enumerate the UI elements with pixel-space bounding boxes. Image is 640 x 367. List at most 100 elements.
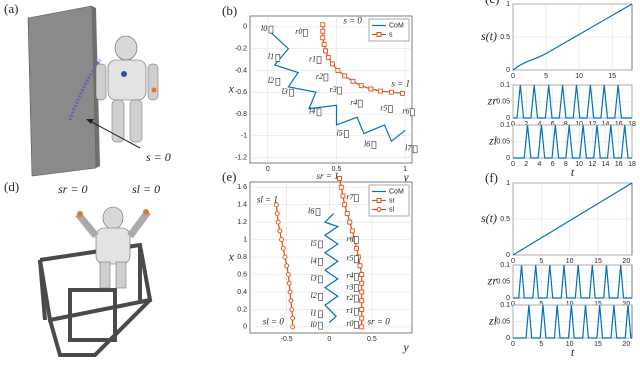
marker xyxy=(282,254,288,260)
x-tick-label: 10 xyxy=(575,161,583,168)
footprint xyxy=(344,130,349,138)
annotation: sr = 0 xyxy=(58,182,87,196)
marker xyxy=(377,88,383,94)
annotation: l6 xyxy=(364,139,370,148)
marker xyxy=(358,83,364,89)
marker xyxy=(368,86,374,92)
marker xyxy=(285,272,291,277)
marker xyxy=(275,219,281,225)
x-tick-label: 10 xyxy=(575,121,583,128)
y-tick-label: -1 xyxy=(241,133,247,140)
x-tick-label: 0.5 xyxy=(332,166,342,173)
x-tick-label: 8 xyxy=(564,121,568,128)
marker xyxy=(399,90,405,96)
footprint xyxy=(388,105,393,113)
legend-marker xyxy=(376,32,382,37)
x-axis-label: y xyxy=(402,340,409,354)
annotation: r4 xyxy=(350,98,357,107)
footprint xyxy=(323,73,329,82)
x-tick-label: 5 xyxy=(544,73,548,80)
marker xyxy=(359,272,365,277)
y-axis-label: s(t) xyxy=(481,211,497,225)
x-tick-label: 1 xyxy=(403,166,407,173)
y-tick-label: -0.4 xyxy=(235,67,247,74)
footprint xyxy=(354,272,359,281)
marker xyxy=(321,41,327,47)
annotation: sr = 1 xyxy=(317,171,339,181)
x-tick-label: 0 xyxy=(511,341,515,348)
x-tick-label: 0 xyxy=(511,73,515,80)
footprint xyxy=(318,240,323,249)
x-tick-label: 10 xyxy=(566,301,574,308)
annotation: r6 xyxy=(402,107,409,116)
marker xyxy=(323,48,328,54)
marker xyxy=(325,54,331,60)
series-line xyxy=(513,264,632,299)
annotation: s = 0 xyxy=(146,150,171,164)
footprint xyxy=(316,108,322,117)
marker xyxy=(288,298,294,304)
annotation: sr = 0 xyxy=(368,317,391,327)
footprint xyxy=(354,284,359,292)
annotation: l1 xyxy=(311,309,317,318)
legend-marker xyxy=(376,198,382,203)
panel-label: (f) xyxy=(485,170,498,185)
annotation: l0 xyxy=(261,24,267,33)
legend-marker xyxy=(376,207,382,212)
x-tick-label: 4 xyxy=(537,121,541,128)
y-axis-label: zr xyxy=(487,93,498,107)
y-tick-label: 0.5 xyxy=(500,34,510,41)
legend-label: CoM xyxy=(389,22,404,29)
robot-image xyxy=(75,206,151,289)
x-tick-label: 18 xyxy=(628,121,636,128)
marker xyxy=(329,61,335,67)
annotation: r2 xyxy=(346,293,353,302)
legend-label: s xyxy=(389,31,393,38)
series-line xyxy=(513,84,632,119)
footprint xyxy=(303,29,308,37)
x-tick-label: 4 xyxy=(537,161,541,168)
legend-label: sl xyxy=(389,206,395,213)
y-tick-label: -1.2 xyxy=(235,154,247,161)
marker xyxy=(290,324,296,330)
y-tick-label: 0.05 xyxy=(496,98,510,105)
marker xyxy=(273,202,279,208)
y-tick-label: 0.05 xyxy=(496,138,510,145)
marker xyxy=(359,280,365,286)
marker xyxy=(280,245,286,251)
marker xyxy=(354,245,360,251)
y-tick-label: 1.6 xyxy=(237,184,247,191)
footprint xyxy=(316,56,322,64)
robot-frame-image xyxy=(38,242,153,357)
marker xyxy=(279,237,284,243)
footprint xyxy=(354,236,359,244)
annotation: l3 xyxy=(282,87,288,96)
x-tick-label: 16 xyxy=(615,161,623,168)
footprint xyxy=(412,145,418,154)
y-tick-label: 0 xyxy=(506,155,510,162)
x-axis-label: t xyxy=(571,345,575,359)
annotation: r1 xyxy=(309,54,316,63)
footprint xyxy=(318,321,323,330)
marker xyxy=(290,315,296,321)
x-tick-label: 15 xyxy=(594,341,602,348)
legend-label: CoM xyxy=(389,188,404,195)
footprint xyxy=(315,208,321,216)
marker xyxy=(342,73,348,79)
y-tick-label: 1 xyxy=(506,1,510,8)
x-tick-label: 10 xyxy=(566,258,574,265)
marker xyxy=(289,306,295,312)
footprint xyxy=(354,307,359,316)
annotation: l1 xyxy=(268,52,274,61)
y-axis-label: x xyxy=(228,249,235,263)
series-line xyxy=(270,31,406,143)
footprint xyxy=(318,275,323,284)
annotation: r3 xyxy=(346,282,353,291)
x-tick-label: 12 xyxy=(588,121,596,128)
y-tick-label: 0 xyxy=(506,295,510,302)
annotation: r6 xyxy=(346,234,353,243)
footprint xyxy=(275,54,281,62)
footprint xyxy=(289,88,294,97)
x-tick-label: 20 xyxy=(622,301,630,308)
robot-wall-image xyxy=(27,5,159,177)
